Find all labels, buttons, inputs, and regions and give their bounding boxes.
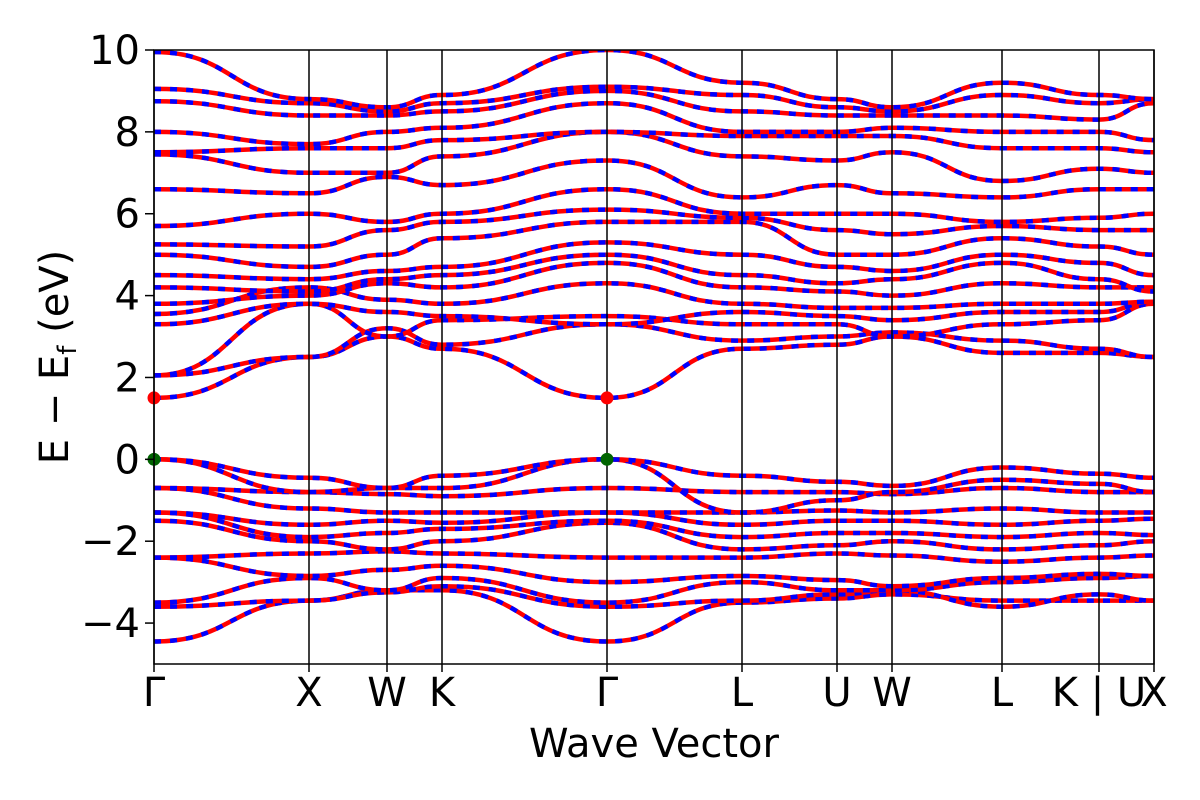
band-line-spin-down	[154, 322, 1154, 378]
band-line-spin-down	[154, 301, 1154, 378]
y-axis-title-main: E − E	[32, 355, 78, 465]
cbm-marker	[600, 391, 614, 405]
y-tick-label: 0	[115, 437, 140, 483]
x-tick-label: Γ	[596, 670, 619, 716]
x-tick-label: X	[295, 670, 322, 716]
y-tick-label: 10	[89, 28, 140, 74]
band-line-spin-down	[154, 129, 1154, 184]
band-line-spin-up	[154, 510, 1154, 540]
y-tick-label: 6	[115, 192, 140, 238]
band-line-spin-up	[154, 299, 1154, 327]
band-line-spin-down	[154, 573, 1154, 605]
band-line-spin-down	[154, 485, 1154, 515]
band-line-spin-up	[154, 281, 1154, 317]
band-line-spin-down	[154, 129, 1154, 155]
y-axis-title: E − Ef (eV)	[32, 250, 83, 465]
band-extrema-markers	[147, 391, 614, 466]
y-tick-label: −2	[81, 519, 140, 565]
band-line-spin-down	[154, 207, 1154, 249]
band-line-spin-down	[154, 549, 1154, 564]
x-tick-label: L	[991, 670, 1014, 716]
band-line-spin-down	[154, 219, 1154, 270]
band-line-spin-down	[154, 260, 1154, 307]
band-line-spin-down	[154, 510, 1154, 528]
y-tick-label: −4	[81, 601, 140, 647]
band-line-spin-down	[154, 457, 1154, 491]
band-line-spin-up	[154, 322, 1154, 378]
x-tick-label: K | U	[1052, 670, 1146, 716]
x-tick-label: W	[872, 670, 912, 716]
band-line-spin-up	[154, 334, 1154, 401]
band-line-spin-down	[154, 485, 1154, 499]
y-axis-ticks: −4 −2 0 2 4 6 8 10	[81, 28, 154, 647]
y-tick-label: 4	[115, 274, 140, 320]
band-line-spin-down	[154, 88, 1154, 122]
band-line-spin-up	[154, 50, 1154, 110]
band-line-spin-down	[154, 240, 1154, 282]
band-lines	[154, 50, 1154, 644]
x-axis-title: Wave Vector	[529, 721, 780, 767]
band-line-spin-down	[154, 186, 1154, 229]
x-tick-label: L	[731, 670, 754, 716]
y-tick-label: 2	[115, 355, 140, 401]
band-line-spin-down	[154, 158, 1154, 200]
y-axis-title-subscript: f	[53, 345, 83, 355]
band-line-spin-up	[154, 129, 1154, 184]
plot-frame	[153, 49, 1155, 665]
band-line-spin-down	[154, 252, 1154, 294]
band-line-spin-down	[154, 100, 1154, 147]
y-axis-title-unit: (eV)	[32, 250, 78, 346]
x-tick-label: Γ	[143, 670, 166, 716]
x-tick-label: K	[429, 670, 457, 716]
y-tick-label: 8	[115, 110, 140, 156]
band-line-spin-down	[154, 555, 1154, 589]
vbm-marker	[600, 452, 614, 466]
x-tick-label: X	[1140, 670, 1167, 716]
band-line-spin-down	[154, 583, 1154, 609]
x-tick-label: W	[367, 670, 407, 716]
band-line-spin-up	[154, 84, 1154, 114]
band-line-spin-down	[154, 518, 1154, 552]
x-tick-label: U	[822, 670, 851, 716]
band-line-spin-down	[154, 457, 1154, 515]
